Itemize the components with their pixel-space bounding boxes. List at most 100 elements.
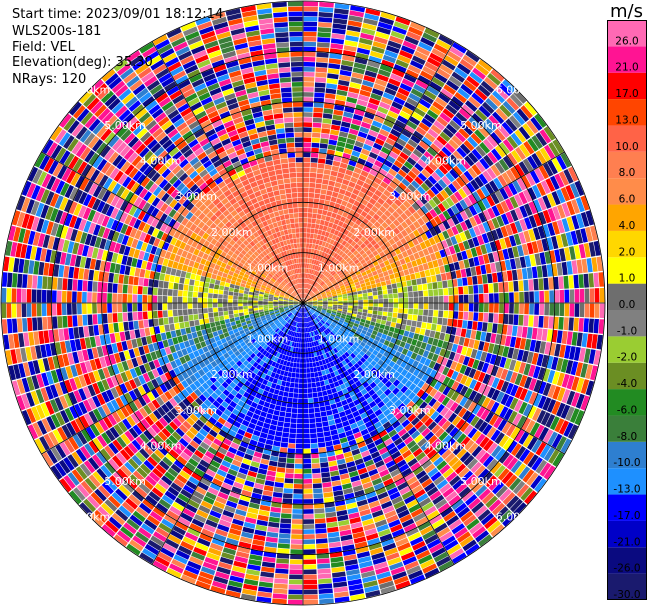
velocity-gate: [410, 404, 419, 413]
velocity-gate: [343, 280, 349, 285]
velocity-gate: [553, 316, 559, 330]
velocity-gate: [317, 304, 323, 306]
velocity-gate: [363, 246, 369, 253]
velocity-gate: [331, 292, 337, 296]
velocity-gate: [249, 359, 256, 366]
velocity-gate: [556, 219, 565, 234]
velocity-gate: [344, 559, 358, 566]
velocity-gate: [472, 67, 486, 80]
velocity-gate: [410, 273, 416, 280]
velocity-gate: [334, 260, 340, 266]
velocity-gate: [371, 283, 377, 289]
velocity-gate: [523, 230, 531, 243]
velocity-gate: [436, 355, 444, 364]
velocity-gate: [474, 418, 484, 430]
velocity-gate: [404, 235, 412, 243]
velocity-gate: [329, 287, 335, 291]
velocity-gate: [449, 426, 459, 438]
velocity-gate: [341, 121, 351, 128]
velocity-gate: [451, 370, 459, 381]
velocity-gate: [532, 184, 542, 199]
velocity-gate: [316, 284, 321, 289]
velocity-gate: [313, 107, 324, 113]
velocity-gate: [300, 307, 302, 313]
velocity-gate: [452, 430, 463, 441]
velocity-gate: [322, 297, 328, 300]
velocity-gate: [452, 115, 464, 127]
velocity-gate: [340, 534, 353, 542]
velocity-gate: [207, 514, 220, 524]
velocity-gate: [512, 413, 523, 426]
velocity-gate: [158, 498, 171, 510]
velocity-gate: [366, 134, 377, 142]
velocity-gate: [547, 370, 556, 384]
velocity-gate: [115, 488, 128, 501]
velocity-gate: [312, 346, 316, 352]
velocity-gate: [248, 502, 260, 510]
velocity-gate: [237, 381, 244, 388]
velocity-gate: [319, 288, 324, 292]
velocity-gate: [526, 120, 539, 134]
velocity-gate: [297, 312, 300, 317]
velocity-gate: [255, 357, 262, 364]
velocity-gate: [317, 297, 322, 300]
velocity-gate: [277, 395, 283, 401]
velocity-gate: [448, 100, 461, 111]
velocity-gate: [308, 352, 312, 358]
velocity-gate: [465, 249, 473, 259]
velocity-gate: [285, 366, 290, 372]
velocity-gate: [180, 512, 193, 523]
velocity-gate: [458, 486, 471, 498]
velocity-gate: [211, 342, 218, 349]
velocity-gate: [317, 573, 332, 579]
velocity-gate: [288, 443, 296, 449]
velocity-gate: [486, 167, 497, 180]
velocity-gate: [421, 322, 427, 329]
velocity-gate: [514, 337, 522, 349]
velocity-gate: [474, 129, 486, 141]
velocity-gate: [340, 258, 346, 264]
velocity-gate: [359, 377, 366, 384]
velocity-gate: [339, 162, 348, 169]
velocity-gate: [212, 478, 223, 487]
velocity-gate: [596, 256, 603, 272]
velocity-gate: [396, 155, 406, 165]
velocity-gate: [411, 166, 421, 176]
velocity-gate: [338, 301, 343, 303]
velocity-gate: [387, 487, 399, 496]
velocity-gate: [113, 424, 124, 436]
velocity-gate: [357, 290, 363, 295]
velocity-gate: [303, 162, 311, 168]
velocity-gate: [182, 362, 190, 371]
velocity-gate: [590, 365, 598, 381]
velocity-gate: [68, 436, 79, 451]
velocity-gate: [194, 449, 204, 459]
velocity-gate: [394, 351, 402, 358]
velocity-gate: [286, 361, 291, 367]
velocity-gate: [111, 492, 125, 505]
velocity-gate: [343, 330, 349, 336]
velocity-gate: [367, 228, 374, 236]
velocity-gate: [312, 264, 316, 270]
velocity-gate: [418, 297, 424, 303]
velocity-gate: [420, 525, 434, 536]
velocity-gate: [314, 82, 326, 88]
velocity-gate: [303, 539, 316, 545]
velocity-gate: [233, 560, 247, 569]
velocity-gate: [541, 238, 549, 252]
velocity-gate: [304, 307, 306, 313]
velocity-gate: [437, 339, 444, 348]
velocity-gate: [307, 297, 311, 301]
velocity-gate: [419, 401, 428, 411]
velocity-gate: [480, 264, 487, 275]
velocity-gate: [335, 385, 342, 392]
velocity-gate: [438, 303, 444, 311]
velocity-gate: [427, 282, 433, 290]
velocity-gate: [310, 269, 314, 275]
velocity-gate: [327, 308, 332, 311]
velocity-gate: [534, 478, 547, 493]
velocity-gate: [441, 357, 449, 366]
velocity-gate: [269, 322, 275, 327]
velocity-gate: [477, 200, 487, 212]
velocity-gate: [362, 309, 368, 313]
